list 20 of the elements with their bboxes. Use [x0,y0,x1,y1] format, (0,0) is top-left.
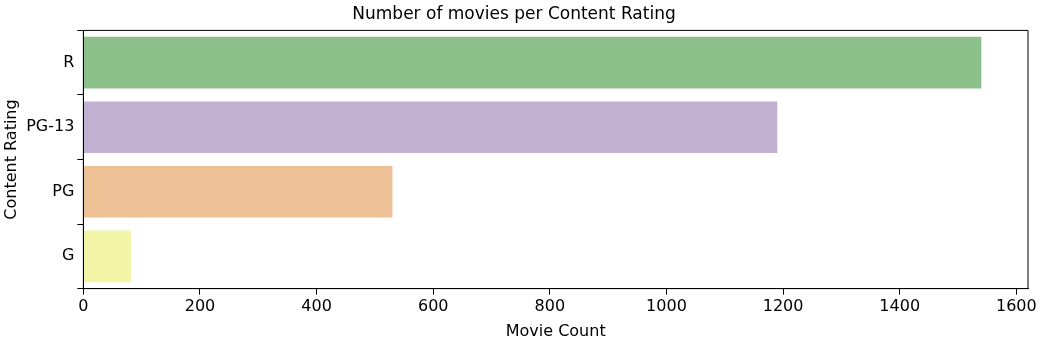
x-tick-label: 0 [78,296,89,316]
x-tick-label: 1400 [879,296,921,316]
x-tick-label: 600 [417,296,449,316]
x-tick-label: 1000 [646,296,687,316]
x-axis-title: Movie Count [505,320,606,340]
y-tick-label: PG-13 [26,116,75,136]
x-tick-label: 200 [184,296,216,316]
x-tick-label: 1600 [995,296,1037,316]
y-axis-title: Content Rating [0,99,20,220]
bar [83,230,132,283]
y-tick-label: G [61,245,75,265]
chart-title: Number of movies per Content Rating [352,2,676,23]
x-tick-label: 800 [534,296,566,316]
y-tick-label: R [63,51,75,71]
x-tick-label: 400 [301,296,332,316]
bar [83,101,778,154]
bar [83,36,982,89]
y-tick-label: PG [52,180,75,200]
x-tick-label: 1200 [762,296,804,316]
bar [83,165,393,218]
